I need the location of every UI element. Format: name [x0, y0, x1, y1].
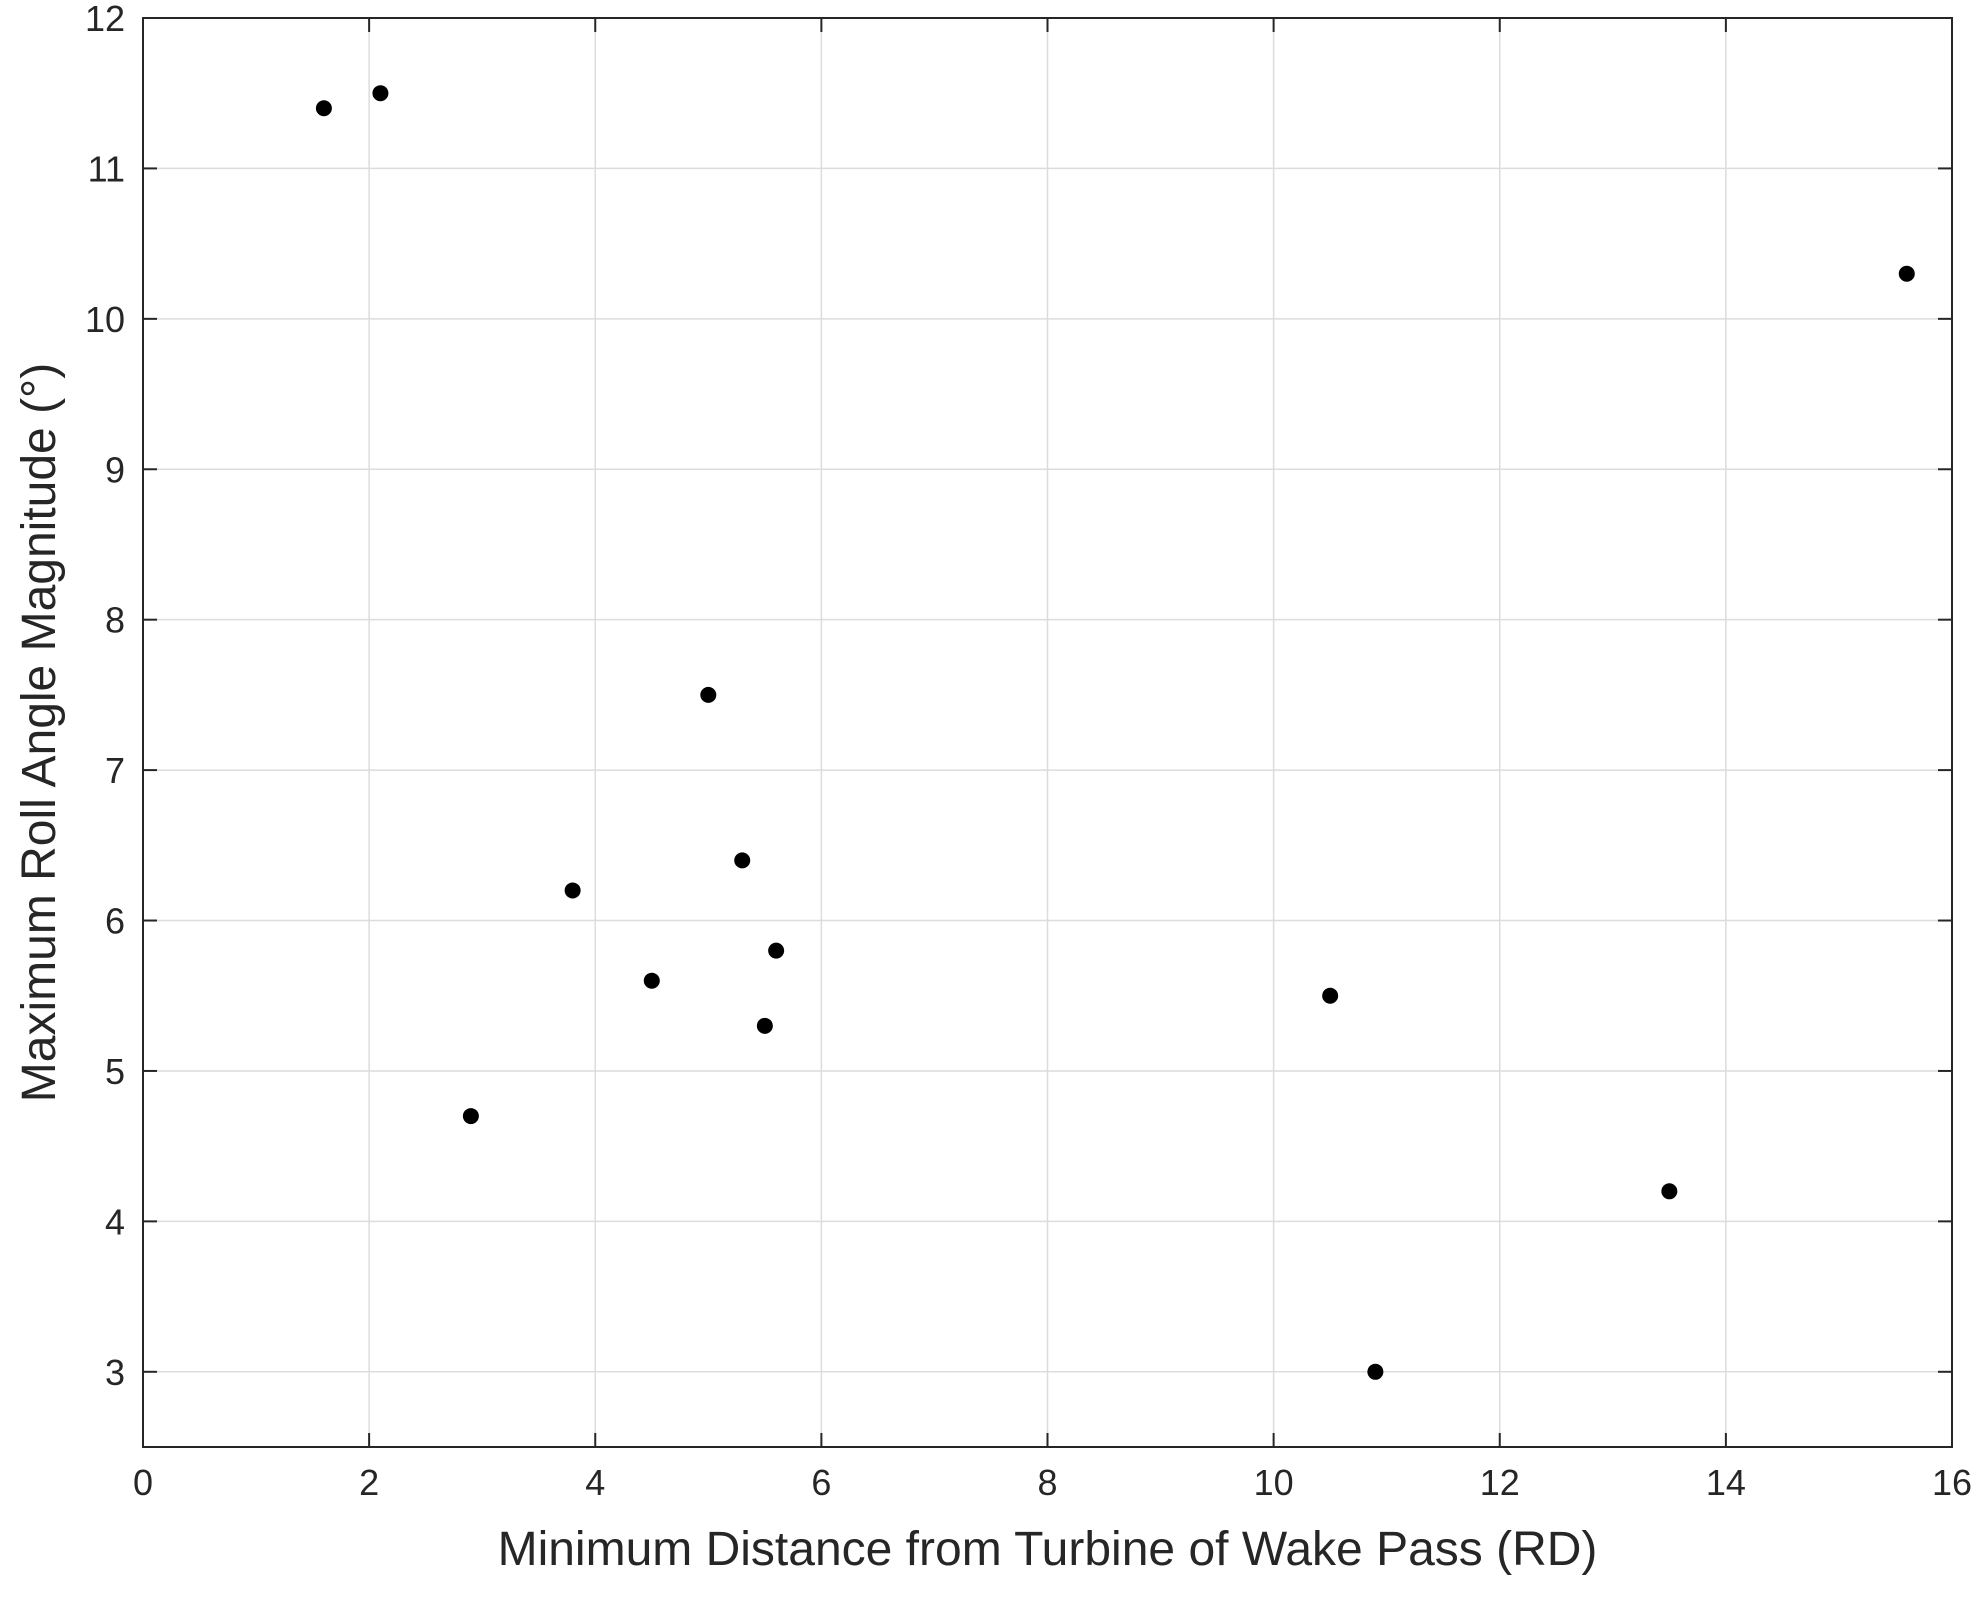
grid-lines: [143, 18, 1952, 1447]
data-point: [734, 852, 751, 869]
x-tick-label: 0: [133, 1462, 153, 1503]
y-tick-label: 6: [105, 901, 125, 942]
plot-frame: [142, 17, 1953, 1448]
data-point: [756, 1017, 773, 1034]
data-point: [372, 85, 389, 102]
data-point: [462, 1108, 479, 1125]
x-tick-label: 2: [359, 1462, 379, 1503]
data-point: [1898, 265, 1915, 282]
data-point: [1661, 1183, 1678, 1200]
y-tick-label: 10: [85, 299, 125, 340]
data-point: [315, 100, 332, 117]
data-point: [1367, 1363, 1384, 1380]
y-tick-label: 3: [105, 1352, 125, 1393]
x-axis-title: Minimum Distance from Turbine of Wake Pa…: [498, 1523, 1598, 1576]
y-tick-label: 12: [85, 0, 125, 39]
y-tick-label: 7: [105, 750, 125, 791]
y-tick-label: 4: [105, 1201, 125, 1242]
data-points: [315, 85, 1915, 1380]
data-point: [564, 882, 581, 899]
x-tick-label: 14: [1706, 1462, 1746, 1503]
data-point: [700, 686, 717, 703]
x-tick-label: 6: [811, 1462, 831, 1503]
x-tick-label: 4: [585, 1462, 605, 1503]
x-tick-label: 10: [1254, 1462, 1294, 1503]
x-tick-label: 12: [1480, 1462, 1520, 1503]
y-tick-label: 8: [105, 600, 125, 641]
data-point: [768, 942, 785, 959]
x-tick-label: 8: [1037, 1462, 1057, 1503]
y-tick-label: 9: [105, 449, 125, 490]
x-tick-label: 16: [1932, 1462, 1972, 1503]
data-point: [1322, 987, 1339, 1004]
y-tick-label: 11: [88, 148, 125, 189]
y-tick-label: 5: [105, 1051, 125, 1092]
data-point: [643, 972, 660, 989]
tick-labels: 0 2 4 6 8 10 12 14 16 3 4 5 6 7 8 9 10 11 12: [85, 0, 1972, 1503]
y-axis-title: Maximum Roll Angle Magnitude (°): [13, 363, 66, 1102]
